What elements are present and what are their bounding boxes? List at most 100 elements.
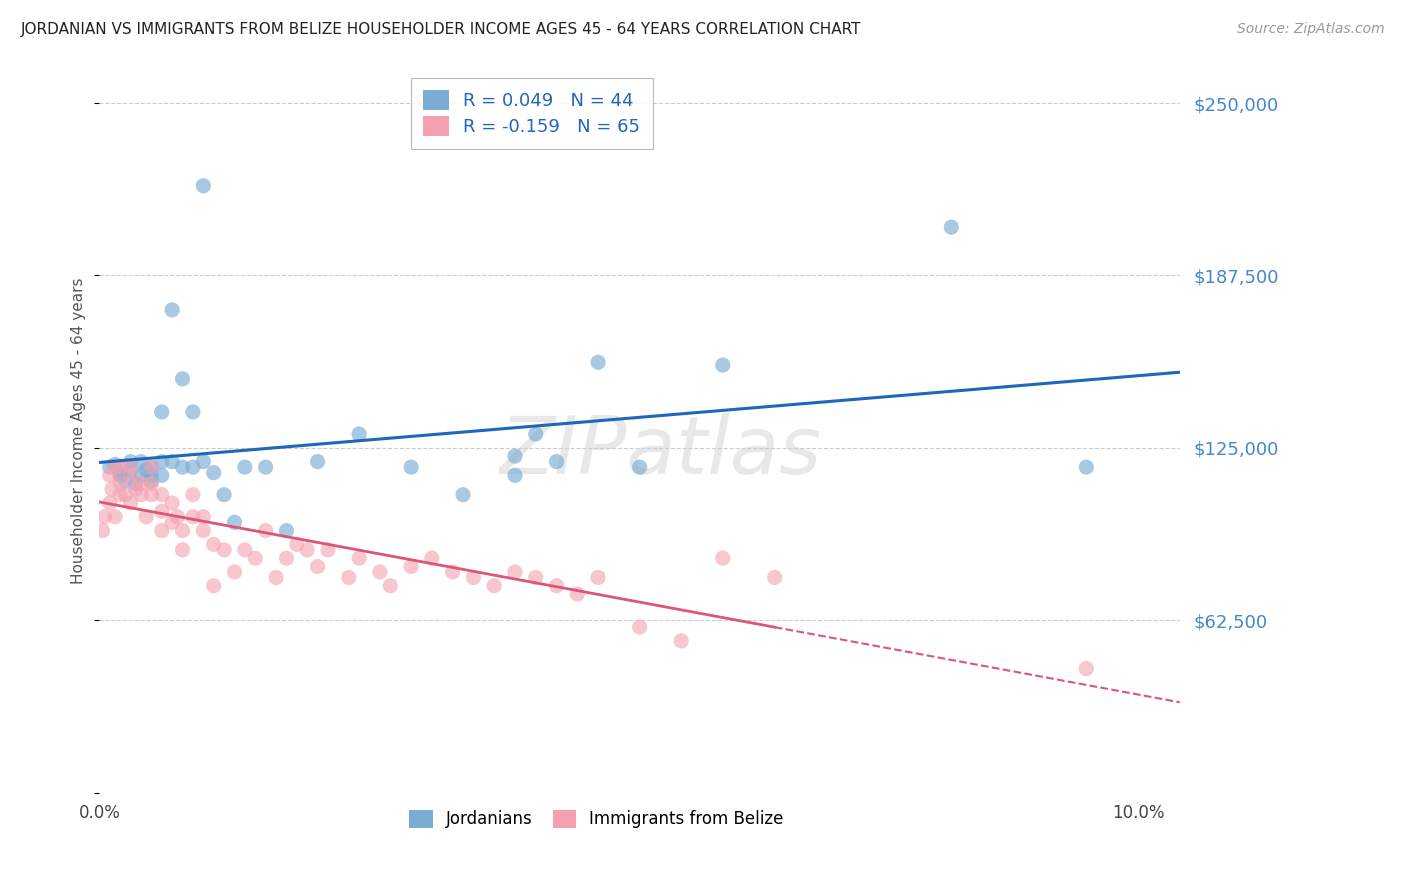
Point (166, 509, 188, 524)
Point (233, 542, 256, 557)
Point (276, 551, 298, 566)
Point (93, 509, 115, 524)
Point (441, 565, 464, 579)
Point (586, 355, 609, 369)
Point (1076, 460, 1098, 475)
Point (337, 570, 360, 584)
Point (276, 524, 298, 538)
Point (193, 524, 215, 538)
Point (181, 460, 204, 475)
Point (114, 474, 136, 488)
Point (546, 455, 568, 469)
Point (307, 455, 329, 469)
Point (104, 509, 127, 524)
Point (399, 559, 422, 574)
Legend: Jordanians, Immigrants from Belize: Jordanians, Immigrants from Belize (402, 803, 790, 835)
Point (254, 460, 277, 475)
Point (108, 460, 131, 475)
Point (129, 455, 152, 469)
Point (524, 427, 547, 442)
Point (628, 460, 651, 475)
Point (245, 551, 267, 566)
Point (141, 460, 163, 475)
Point (101, 482, 124, 496)
Point (202, 537, 225, 551)
Point (141, 474, 163, 488)
Point (141, 488, 163, 502)
Point (125, 476, 148, 491)
Point (941, 220, 963, 235)
Point (150, 405, 173, 419)
Point (368, 565, 391, 579)
Point (285, 537, 308, 551)
Point (135, 509, 157, 524)
Point (711, 358, 734, 372)
Point (295, 542, 318, 557)
Point (307, 559, 329, 574)
Point (129, 476, 152, 491)
Point (172, 524, 194, 538)
Point (503, 468, 526, 483)
Point (160, 302, 183, 317)
Point (104, 458, 127, 472)
Point (233, 460, 256, 475)
Point (503, 565, 526, 579)
Point (150, 455, 173, 469)
Point (202, 579, 225, 593)
Point (463, 570, 485, 584)
Point (212, 542, 235, 557)
Point (212, 488, 235, 502)
Text: ZIPatlas: ZIPatlas (501, 413, 823, 491)
Point (108, 468, 131, 483)
Point (567, 587, 589, 601)
Point (120, 460, 142, 475)
Point (160, 455, 183, 469)
Point (160, 516, 183, 530)
Point (202, 466, 225, 480)
Point (98, 468, 121, 483)
Point (141, 468, 163, 483)
Point (129, 488, 152, 502)
Point (546, 579, 568, 593)
Point (193, 455, 215, 469)
Point (120, 455, 142, 469)
Point (193, 509, 215, 524)
Point (347, 551, 370, 566)
Point (181, 509, 204, 524)
Point (172, 542, 194, 557)
Point (628, 620, 651, 634)
Point (172, 372, 194, 386)
Point (193, 178, 215, 193)
Point (264, 570, 287, 584)
Point (669, 634, 692, 648)
Point (120, 463, 142, 477)
Point (763, 570, 786, 584)
Point (108, 466, 131, 480)
Point (98, 496, 121, 510)
Point (114, 488, 136, 502)
Point (135, 463, 157, 477)
Point (141, 460, 163, 475)
Point (108, 476, 131, 491)
Point (1076, 661, 1098, 675)
Point (451, 488, 474, 502)
Point (316, 542, 339, 557)
Point (181, 488, 204, 502)
Point (347, 427, 370, 442)
Point (380, 579, 402, 593)
Point (160, 496, 183, 510)
Point (224, 516, 246, 530)
Point (150, 524, 173, 538)
Y-axis label: Householder Income Ages 45 - 64 years: Householder Income Ages 45 - 64 years (72, 277, 86, 584)
Point (98, 460, 121, 475)
Point (129, 468, 152, 483)
Point (482, 579, 505, 593)
Text: JORDANIAN VS IMMIGRANTS FROM BELIZE HOUSEHOLDER INCOME AGES 45 - 64 YEARS CORREL: JORDANIAN VS IMMIGRANTS FROM BELIZE HOUS… (21, 22, 862, 37)
Point (104, 460, 127, 475)
Point (108, 488, 131, 502)
Point (150, 504, 173, 518)
Point (181, 405, 204, 419)
Point (120, 496, 142, 510)
Point (224, 565, 246, 579)
Point (125, 482, 148, 496)
